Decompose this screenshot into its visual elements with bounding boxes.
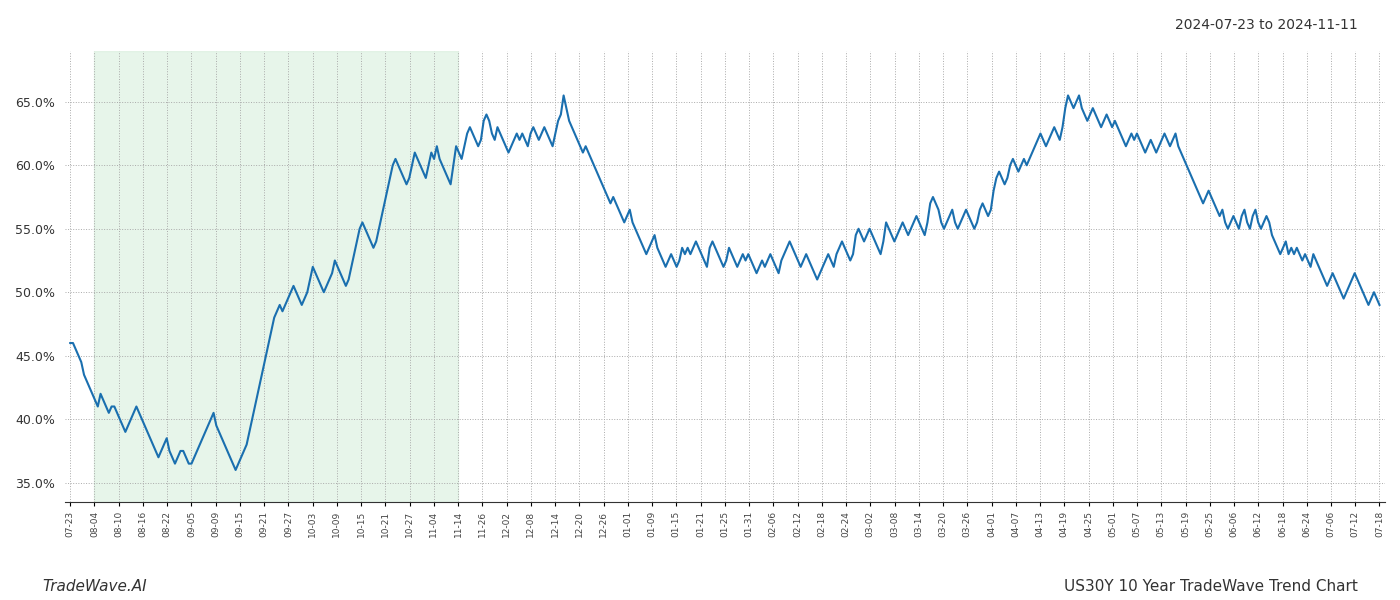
Text: US30Y 10 Year TradeWave Trend Chart: US30Y 10 Year TradeWave Trend Chart bbox=[1064, 579, 1358, 594]
Bar bbox=[94, 51, 458, 502]
Text: TradeWave.AI: TradeWave.AI bbox=[42, 579, 147, 594]
Text: 2024-07-23 to 2024-11-11: 2024-07-23 to 2024-11-11 bbox=[1175, 18, 1358, 32]
